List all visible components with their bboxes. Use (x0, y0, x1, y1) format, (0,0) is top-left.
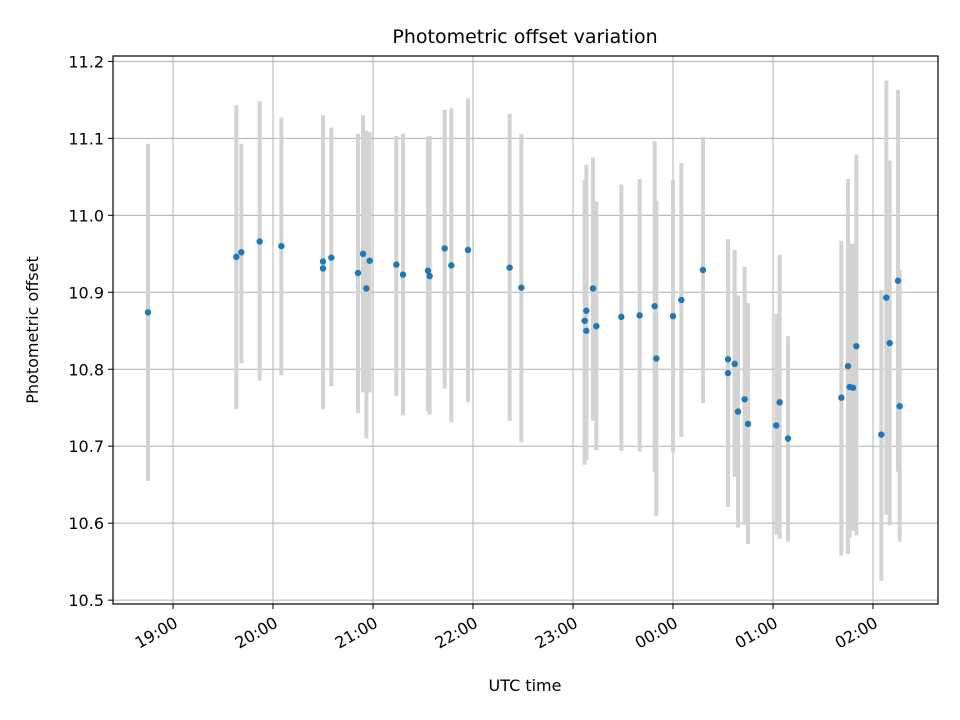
data-point (448, 262, 455, 269)
data-points (144, 238, 903, 442)
data-point (894, 277, 902, 284)
data-point (741, 396, 748, 403)
y-tick-label: 11.1 (68, 129, 104, 148)
data-point (583, 327, 590, 334)
data-point (319, 258, 327, 265)
y-tick-label: 10.9 (68, 283, 104, 302)
data-point (424, 267, 432, 274)
data-point (426, 272, 433, 280)
data-point (651, 302, 658, 310)
data-point (581, 317, 588, 324)
data-point (669, 312, 677, 320)
data-point (233, 253, 240, 261)
data-point (328, 254, 335, 261)
data-point (583, 307, 590, 314)
data-point (883, 294, 890, 301)
data-point (699, 266, 707, 274)
data-point (849, 384, 857, 391)
data-point (731, 360, 738, 368)
y-axis-label: Photometric offset (23, 256, 42, 404)
data-point (366, 257, 373, 264)
data-point (853, 342, 860, 350)
data-point (359, 250, 367, 258)
data-point (393, 261, 400, 268)
data-point (238, 249, 245, 256)
data-point (653, 355, 660, 362)
data-point (319, 265, 327, 272)
data-point (878, 431, 885, 438)
data-point (636, 312, 643, 319)
data-point (678, 296, 685, 304)
data-point (399, 271, 407, 278)
data-point (724, 356, 732, 363)
data-point (744, 420, 752, 428)
data-point (734, 408, 742, 415)
data-point (838, 394, 845, 401)
plot-frame (112, 55, 939, 605)
data-point (256, 238, 263, 245)
data-point (518, 284, 525, 291)
data-point (773, 422, 780, 429)
chart-title: Photometric offset variation (392, 26, 657, 48)
data-point (618, 313, 625, 321)
data-point (844, 362, 852, 370)
data-point (144, 309, 152, 316)
data-point (441, 245, 448, 252)
y-tick-label: 10.6 (68, 514, 104, 533)
data-point (724, 369, 732, 377)
y-tick-label: 10.5 (68, 591, 104, 610)
data-point (886, 339, 893, 347)
data-point (464, 246, 472, 254)
data-point (593, 322, 600, 330)
y-tick-label: 10.8 (68, 360, 104, 379)
data-point (784, 435, 792, 442)
y-tick-label: 10.7 (68, 437, 104, 456)
data-point (589, 285, 597, 292)
data-point (354, 269, 362, 277)
data-point (896, 402, 903, 410)
y-tick-label: 11.2 (68, 52, 104, 71)
data-point (506, 264, 513, 271)
y-axis: 10.5 10.6 10.7 10.8 10.9 11.0 11.1 11.2 (68, 52, 113, 610)
y-tick-label: 11.0 (68, 206, 104, 225)
data-point (776, 399, 783, 406)
x-axis-label: UTC time (489, 676, 562, 695)
data-point (363, 285, 370, 292)
data-point (278, 242, 285, 250)
